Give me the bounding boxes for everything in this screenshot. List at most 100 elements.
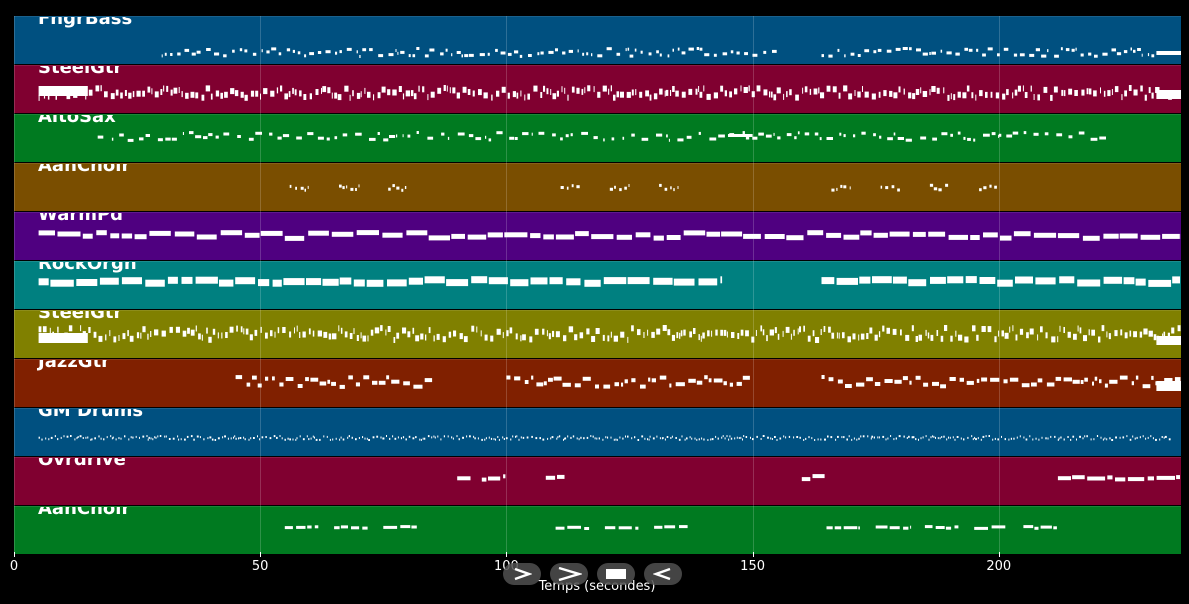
note-mark bbox=[304, 188, 306, 192]
note-mark bbox=[679, 332, 681, 339]
note-mark bbox=[742, 375, 750, 380]
note-mark bbox=[440, 438, 442, 441]
note-mark bbox=[402, 327, 407, 334]
note-mark bbox=[1067, 436, 1069, 438]
note-mark bbox=[514, 137, 518, 140]
fast-forward-button[interactable] bbox=[550, 563, 588, 585]
note-mark bbox=[666, 235, 681, 240]
note-mark bbox=[203, 438, 205, 441]
play-button[interactable] bbox=[503, 563, 541, 585]
note-mark bbox=[571, 184, 574, 188]
note-mark bbox=[555, 48, 558, 52]
note-mark bbox=[678, 438, 681, 441]
note-mark bbox=[909, 47, 912, 51]
note-mark bbox=[269, 437, 272, 440]
note-mark bbox=[582, 52, 585, 56]
note-mark bbox=[151, 88, 153, 95]
note-mark bbox=[1030, 85, 1032, 92]
note-mark bbox=[797, 131, 800, 135]
note-mark bbox=[918, 334, 922, 341]
note-mark bbox=[113, 336, 117, 343]
note-mark bbox=[649, 435, 651, 438]
note-mark bbox=[246, 382, 251, 387]
note-mark bbox=[1016, 436, 1018, 439]
note-mark bbox=[284, 438, 286, 441]
note-mark bbox=[503, 474, 506, 479]
note-mark bbox=[424, 378, 433, 383]
note-mark bbox=[936, 87, 940, 94]
note-mark bbox=[647, 438, 648, 441]
note-mark bbox=[994, 185, 997, 189]
note-mark bbox=[209, 436, 212, 439]
note-mark bbox=[520, 436, 522, 439]
note-mark bbox=[258, 279, 270, 287]
note-mark bbox=[982, 53, 986, 57]
note-mark bbox=[297, 384, 303, 388]
note-mark bbox=[627, 336, 629, 343]
note-mark bbox=[952, 436, 954, 439]
note-mark bbox=[466, 435, 468, 438]
note-mark bbox=[838, 332, 840, 339]
note-mark bbox=[1145, 437, 1147, 440]
grid-line bbox=[506, 16, 508, 552]
note-mark bbox=[292, 438, 294, 441]
note-mark bbox=[252, 52, 257, 56]
note-mark bbox=[1041, 436, 1043, 439]
note-mark bbox=[852, 333, 856, 340]
note-mark bbox=[178, 87, 180, 93]
note-mark bbox=[342, 133, 348, 137]
note-mark bbox=[1132, 435, 1134, 438]
note-mark bbox=[119, 133, 124, 137]
note-mark bbox=[315, 89, 319, 95]
note-mark bbox=[752, 53, 758, 57]
note-mark bbox=[866, 377, 873, 382]
note-mark bbox=[610, 436, 612, 439]
note-mark bbox=[387, 326, 391, 332]
note-mark bbox=[136, 332, 140, 339]
note-mark bbox=[1072, 379, 1080, 384]
note-mark bbox=[683, 329, 686, 336]
note-mark bbox=[223, 132, 230, 136]
note-mark bbox=[670, 437, 672, 439]
note-mark bbox=[1161, 436, 1163, 438]
note-mark bbox=[923, 382, 929, 387]
note-mark bbox=[971, 435, 973, 438]
note-mark bbox=[304, 54, 307, 58]
note-mark bbox=[980, 438, 982, 441]
note-mark bbox=[299, 435, 301, 438]
note-mark bbox=[602, 85, 607, 92]
note-mark bbox=[110, 435, 112, 438]
note-mark bbox=[184, 48, 190, 52]
note-mark bbox=[1148, 330, 1153, 337]
note-mark bbox=[959, 377, 964, 382]
note-mark bbox=[165, 137, 171, 141]
note-mark bbox=[140, 332, 142, 339]
note-mark bbox=[895, 47, 901, 51]
note-mark bbox=[514, 50, 519, 54]
stop-button[interactable] bbox=[597, 563, 635, 585]
note-mark bbox=[244, 94, 248, 101]
note-mark bbox=[1015, 334, 1018, 341]
note-mark bbox=[425, 334, 427, 341]
note-mark bbox=[392, 89, 397, 96]
note-mark bbox=[259, 438, 261, 441]
note-mark bbox=[662, 325, 667, 331]
note-mark bbox=[841, 436, 843, 439]
note-mark bbox=[127, 138, 134, 142]
x-tick-label: 50 bbox=[251, 559, 269, 574]
note-mark bbox=[581, 88, 584, 95]
grid-line bbox=[14, 16, 15, 552]
note-mark bbox=[552, 133, 556, 137]
note-mark bbox=[506, 375, 511, 380]
note-mark bbox=[615, 438, 617, 441]
note-mark bbox=[723, 329, 727, 336]
note-mark bbox=[211, 438, 214, 441]
note-mark bbox=[977, 437, 979, 440]
note-mark bbox=[1147, 476, 1154, 481]
note-mark bbox=[879, 135, 882, 139]
note-mark bbox=[253, 437, 255, 439]
note-mark bbox=[618, 526, 632, 530]
note-mark bbox=[574, 334, 578, 341]
note-mark bbox=[237, 135, 241, 138]
rewind-button[interactable] bbox=[644, 563, 682, 585]
